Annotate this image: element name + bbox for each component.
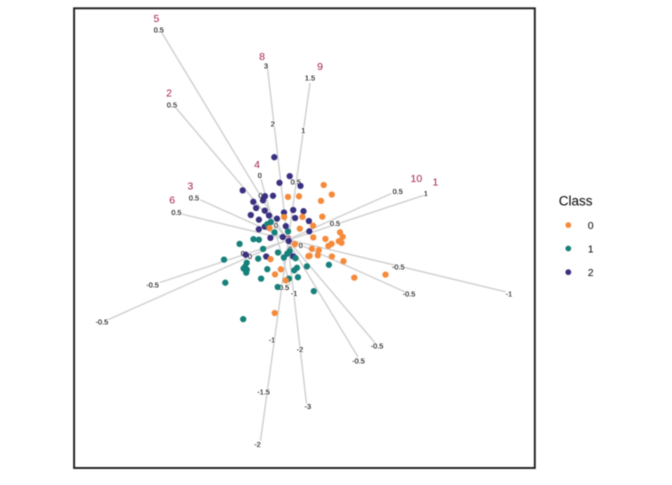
svg-text:1.5: 1.5: [305, 74, 315, 83]
svg-text:0.5: 0.5: [167, 101, 177, 110]
svg-text:3: 3: [187, 181, 193, 193]
svg-text:0.5: 0.5: [291, 178, 301, 187]
svg-text:-0.5: -0.5: [277, 283, 290, 292]
svg-text:2: 2: [588, 267, 594, 279]
svg-text:1.5: 1.5: [305, 74, 315, 83]
svg-text:Class: Class: [559, 193, 593, 208]
svg-text:-0.5: -0.5: [371, 341, 384, 350]
svg-text:-0.5: -0.5: [146, 280, 159, 289]
svg-text:-1.5: -1.5: [257, 388, 270, 397]
svg-text:8: 8: [259, 51, 265, 63]
svg-text:0: 0: [274, 221, 278, 230]
svg-text:0.5: 0.5: [154, 25, 164, 34]
svg-text:0.5: 0.5: [171, 208, 181, 217]
svg-text:0: 0: [258, 171, 262, 180]
svg-text:-1: -1: [506, 289, 513, 298]
svg-text:0.5: 0.5: [393, 187, 403, 196]
svg-text:0: 0: [248, 252, 252, 261]
svg-text:-0.5: -0.5: [277, 283, 290, 292]
svg-text:1: 1: [588, 243, 594, 255]
svg-text:5: 5: [153, 13, 159, 25]
svg-text:-0.5: -0.5: [403, 289, 416, 298]
svg-text:0.5: 0.5: [189, 194, 199, 203]
svg-text:-1: -1: [506, 289, 513, 298]
svg-text:-0.5: -0.5: [96, 318, 109, 327]
svg-text:0.5: 0.5: [189, 194, 199, 203]
svg-text:-2: -2: [254, 440, 261, 449]
svg-text:0: 0: [258, 191, 262, 200]
svg-text:0: 0: [258, 191, 262, 200]
svg-text:-0.5: -0.5: [96, 318, 109, 327]
svg-text:0.5: 0.5: [393, 187, 403, 196]
svg-text:3: 3: [264, 62, 268, 71]
svg-text:0.5: 0.5: [291, 178, 301, 187]
svg-text:1: 1: [301, 126, 305, 135]
svg-text:-2: -2: [297, 345, 304, 354]
svg-text:2: 2: [166, 87, 172, 99]
svg-text:-1: -1: [269, 336, 276, 345]
svg-text:-0.5: -0.5: [352, 356, 365, 365]
svg-text:0: 0: [299, 241, 303, 250]
svg-text:-1: -1: [291, 289, 298, 298]
svg-text:-0.5: -0.5: [403, 289, 416, 298]
svg-text:0.5: 0.5: [154, 25, 164, 34]
svg-text:-2: -2: [254, 440, 261, 449]
svg-text:0.5: 0.5: [330, 219, 340, 228]
svg-text:9: 9: [317, 61, 323, 73]
svg-text:-0.5: -0.5: [146, 280, 159, 289]
svg-text:3: 3: [264, 62, 268, 71]
svg-text:0: 0: [274, 221, 278, 230]
svg-text:-2: -2: [297, 345, 304, 354]
svg-text:-3: -3: [305, 402, 312, 411]
svg-text:0.5: 0.5: [330, 219, 340, 228]
svg-text:0: 0: [241, 249, 245, 258]
svg-text:-1: -1: [291, 289, 298, 298]
svg-text:0: 0: [248, 252, 252, 261]
svg-text:4: 4: [254, 159, 260, 171]
svg-text:1: 1: [424, 189, 428, 198]
svg-text:-0.5: -0.5: [392, 262, 405, 271]
svg-text:1: 1: [432, 176, 438, 188]
svg-text:-0.5: -0.5: [371, 341, 384, 350]
svg-text:1: 1: [424, 189, 428, 198]
svg-text:0: 0: [258, 171, 262, 180]
svg-text:0: 0: [241, 249, 245, 258]
svg-text:-1: -1: [269, 336, 276, 345]
svg-text:0.5: 0.5: [171, 208, 181, 217]
svg-text:-3: -3: [305, 402, 312, 411]
svg-text:0.5: 0.5: [167, 101, 177, 110]
svg-text:-1.5: -1.5: [257, 388, 270, 397]
svg-text:2: 2: [271, 119, 275, 128]
svg-text:6: 6: [169, 195, 175, 207]
svg-text:1: 1: [301, 126, 305, 135]
svg-text:2: 2: [271, 119, 275, 128]
svg-text:10: 10: [411, 173, 423, 185]
svg-text:0: 0: [299, 241, 303, 250]
svg-text:0: 0: [588, 220, 594, 232]
svg-text:-0.5: -0.5: [352, 356, 365, 365]
svg-text:-0.5: -0.5: [392, 262, 405, 271]
